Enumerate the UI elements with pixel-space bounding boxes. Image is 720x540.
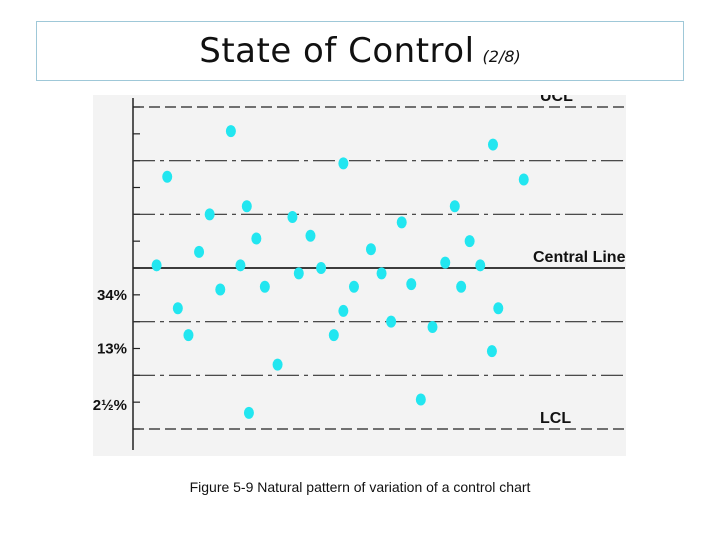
data-point [272, 358, 283, 371]
data-point [365, 243, 376, 256]
data-point [338, 304, 349, 317]
data-point [151, 259, 162, 272]
data-point [235, 259, 246, 272]
data-point [427, 321, 438, 334]
data-point [316, 262, 327, 274]
data-point [464, 235, 475, 248]
data-point [386, 315, 397, 328]
data-point [487, 138, 498, 151]
data-point [449, 200, 460, 213]
data-point [241, 200, 252, 213]
data-point [162, 170, 173, 183]
data-point [406, 278, 417, 291]
data-point [183, 329, 194, 342]
data-point [415, 393, 426, 406]
data-point [293, 267, 304, 280]
slide-subtitle: (2/8) [482, 46, 521, 66]
data-point [518, 173, 529, 186]
lcl-label: LCL [540, 410, 571, 427]
title-box: State of Control (2/8) [36, 21, 684, 81]
data-point [305, 229, 316, 242]
zone-percent-label: 34% [97, 287, 127, 304]
zone-percent-label: 13% [97, 341, 127, 358]
data-point [204, 208, 215, 221]
data-point [440, 256, 451, 269]
data-point [287, 211, 298, 224]
zone-percent-label: 2½% [93, 397, 127, 414]
central-line-label: Central Line [533, 249, 626, 266]
figure-caption: Figure 5-9 Natural pattern of variation … [189, 479, 531, 495]
data-point [225, 125, 236, 138]
data-point [243, 406, 254, 419]
data-point [396, 216, 407, 229]
ucl-label: UCL [540, 95, 573, 105]
control-chart: UCL Central Line LCL 34% 13% 2½% [93, 95, 626, 450]
data-point [376, 267, 387, 280]
data-point [172, 302, 183, 315]
data-point [194, 245, 205, 258]
data-point [338, 157, 349, 170]
data-point [475, 259, 486, 272]
data-point [486, 345, 497, 358]
data-point [456, 280, 467, 293]
data-point [251, 232, 262, 245]
slide-title: State of Control [199, 31, 475, 71]
data-point [259, 280, 270, 293]
data-point [215, 283, 226, 296]
data-point [348, 280, 359, 293]
data-point [493, 302, 504, 315]
chart-panel: UCL Central Line LCL 34% 13% 2½% [93, 95, 626, 456]
data-point [328, 329, 339, 342]
